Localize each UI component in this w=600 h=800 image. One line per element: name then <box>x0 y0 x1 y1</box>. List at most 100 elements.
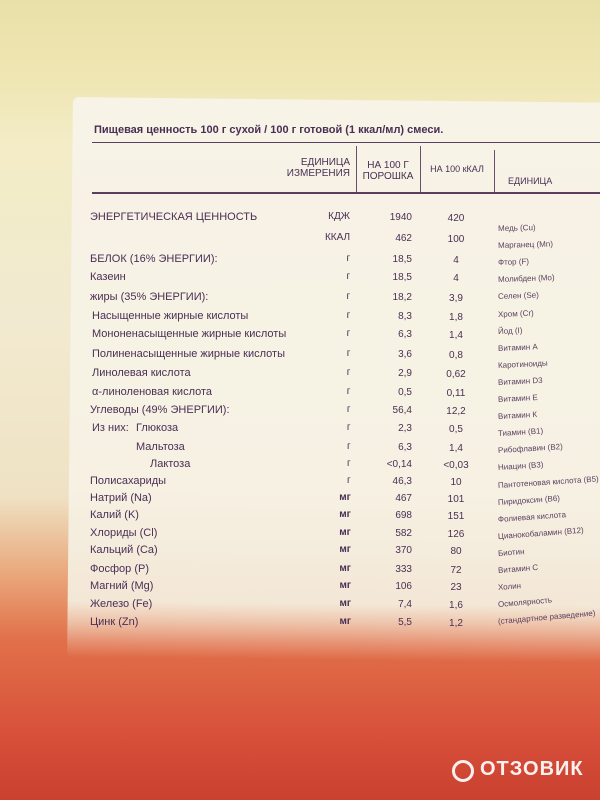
row-per-100g: 1940 <box>389 212 412 223</box>
row-per-100g: 462 <box>395 233 412 245</box>
row-unit: мг <box>339 544 351 556</box>
row-per-100kcal: 151 <box>447 511 465 523</box>
row-per-100g: 370 <box>395 545 412 557</box>
header-per-100kcal: НА 100 кКАЛ <box>430 164 484 174</box>
row-name: Натрий (Na) <box>90 492 152 504</box>
column-rule <box>420 146 421 192</box>
row-per-100kcal: 126 <box>447 528 465 540</box>
watermark: ОТЗОВИК <box>480 758 584 780</box>
row-per-100kcal: 1,6 <box>449 600 463 612</box>
row-name: Хлориды (Cl) <box>90 526 158 539</box>
row-unit: ККАЛ <box>324 232 351 244</box>
row-unit: г <box>346 440 351 452</box>
row-unit: г <box>346 328 351 340</box>
row-per-100kcal: <0,03 <box>443 460 469 472</box>
row-per-100kcal: 72 <box>450 564 462 576</box>
row-unit: г <box>346 310 351 321</box>
row-unit: мг <box>339 580 351 591</box>
row-unit: КДЖ <box>328 211 350 222</box>
row-per-100g: <0,14 <box>386 459 412 471</box>
watermark-icon <box>452 760 474 782</box>
row-per-100g: 6,3 <box>398 441 412 453</box>
row-unit: мг <box>339 492 351 503</box>
row-unit: г <box>346 290 351 302</box>
row-per-100g: 18,5 <box>392 253 412 265</box>
row-per-100g: 7,4 <box>398 599 412 611</box>
column-rule <box>494 150 495 194</box>
row-name: Насыщенные жирные кислоты <box>92 310 249 322</box>
row-unit: мг <box>339 526 351 538</box>
row-per-100kcal: 0,8 <box>449 349 463 361</box>
right-column-item: Витамин А <box>497 341 538 353</box>
header-unit-right: ЕДИНИЦА <box>508 176 553 186</box>
row-per-100kcal: 420 <box>447 213 465 224</box>
row-name: Углеводы (49% ЭНЕРГИИ): <box>90 404 230 416</box>
row-per-100kcal: 23 <box>450 582 462 593</box>
row-per-100g: 0,5 <box>398 386 412 398</box>
header-unit: ЕДИНИЦА ИЗМЕРЕНИЯ <box>286 157 350 179</box>
row-name: Фосфор (P) <box>90 562 149 575</box>
row-unit: г <box>346 367 351 379</box>
row-per-100kcal: 1,2 <box>449 617 463 629</box>
row-per-100kcal: 10 <box>450 476 462 488</box>
row-per-100kcal: 1,4 <box>449 442 463 454</box>
row-per-100kcal: 100 <box>447 234 465 246</box>
row-per-100g: 56,4 <box>392 405 412 416</box>
right-column-item: Марганец (Mn) <box>497 239 554 251</box>
row-per-100g: 6,3 <box>398 329 412 341</box>
row-per-100g: 18,5 <box>392 272 412 284</box>
column-rule <box>356 146 357 192</box>
row-name: Кальций (Ca) <box>90 544 158 557</box>
row-per-100kcal: 101 <box>447 494 465 505</box>
row-per-100kcal: 12,2 <box>446 406 466 417</box>
row-name: Железо (Fe) <box>90 598 153 611</box>
row-name: Мононенасыщенные жирные кислоты <box>92 328 287 341</box>
row-per-100g: 333 <box>395 563 412 575</box>
row-unit: г <box>347 474 351 486</box>
row-unit: г <box>346 347 351 359</box>
row-name: Линолевая кислота <box>92 367 191 380</box>
row-per-100g: 467 <box>395 493 412 504</box>
row-per-100g: 582 <box>395 527 412 539</box>
row-per-100g: 5,5 <box>398 616 412 628</box>
row-per-100g: 2,9 <box>398 368 412 380</box>
header-per-100g: НА 100 Г ПОРОШКА <box>362 160 414 182</box>
right-column-item: Йод (I) <box>497 325 523 336</box>
title: Пищевая ценность 100 г сухой / 100 г гот… <box>94 124 444 136</box>
row-prefix: Из них: <box>92 422 129 435</box>
row-name: Магний (Mg) <box>90 580 154 592</box>
row-per-100kcal: 80 <box>450 546 462 558</box>
row-per-100kcal: 0,5 <box>449 424 463 436</box>
row-per-100g: 2,3 <box>398 423 412 435</box>
row-unit: г <box>346 385 351 397</box>
row-per-100g: 46,3 <box>392 475 412 487</box>
row-unit: мг <box>339 598 352 610</box>
row-name: жиры (35% ЭНЕРГИИ): <box>90 290 209 303</box>
row-per-100kcal: 3,9 <box>449 292 463 304</box>
row-unit: мг <box>339 615 352 627</box>
row-name: Мальтоза <box>136 440 185 453</box>
row-name: Цинк (Zn) <box>90 615 139 628</box>
row-name: Глюкоза <box>136 422 179 435</box>
row-unit: г <box>346 422 351 434</box>
right-column-item: Медь (Cu) <box>497 223 536 233</box>
row-per-100g: 18,2 <box>392 291 412 303</box>
row-per-100kcal: 1,4 <box>449 330 463 342</box>
row-unit: г <box>346 271 351 283</box>
row-name: Лактоза <box>150 458 191 471</box>
row-name: Полиненасыщенные жирные кислоты <box>92 347 286 360</box>
row-name: Калий (K) <box>90 509 139 522</box>
row-unit: мг <box>339 509 351 521</box>
row-name: ЭНЕРГЕТИЧЕСКАЯ ЦЕННОСТЬ <box>90 211 258 223</box>
right-column-item: Хром (Cr) <box>497 308 534 319</box>
row-name: БЕЛОК (16% ЭНЕРГИИ): <box>90 252 218 265</box>
row-unit: г <box>346 404 351 415</box>
row-per-100g: 3,6 <box>398 348 412 360</box>
right-column-item: Фтор (F) <box>497 257 530 268</box>
row-per-100kcal: 4 <box>453 254 459 266</box>
row-unit: мг <box>339 562 351 574</box>
row-per-100g: 698 <box>395 510 412 522</box>
row-per-100kcal: 1,8 <box>449 312 463 323</box>
